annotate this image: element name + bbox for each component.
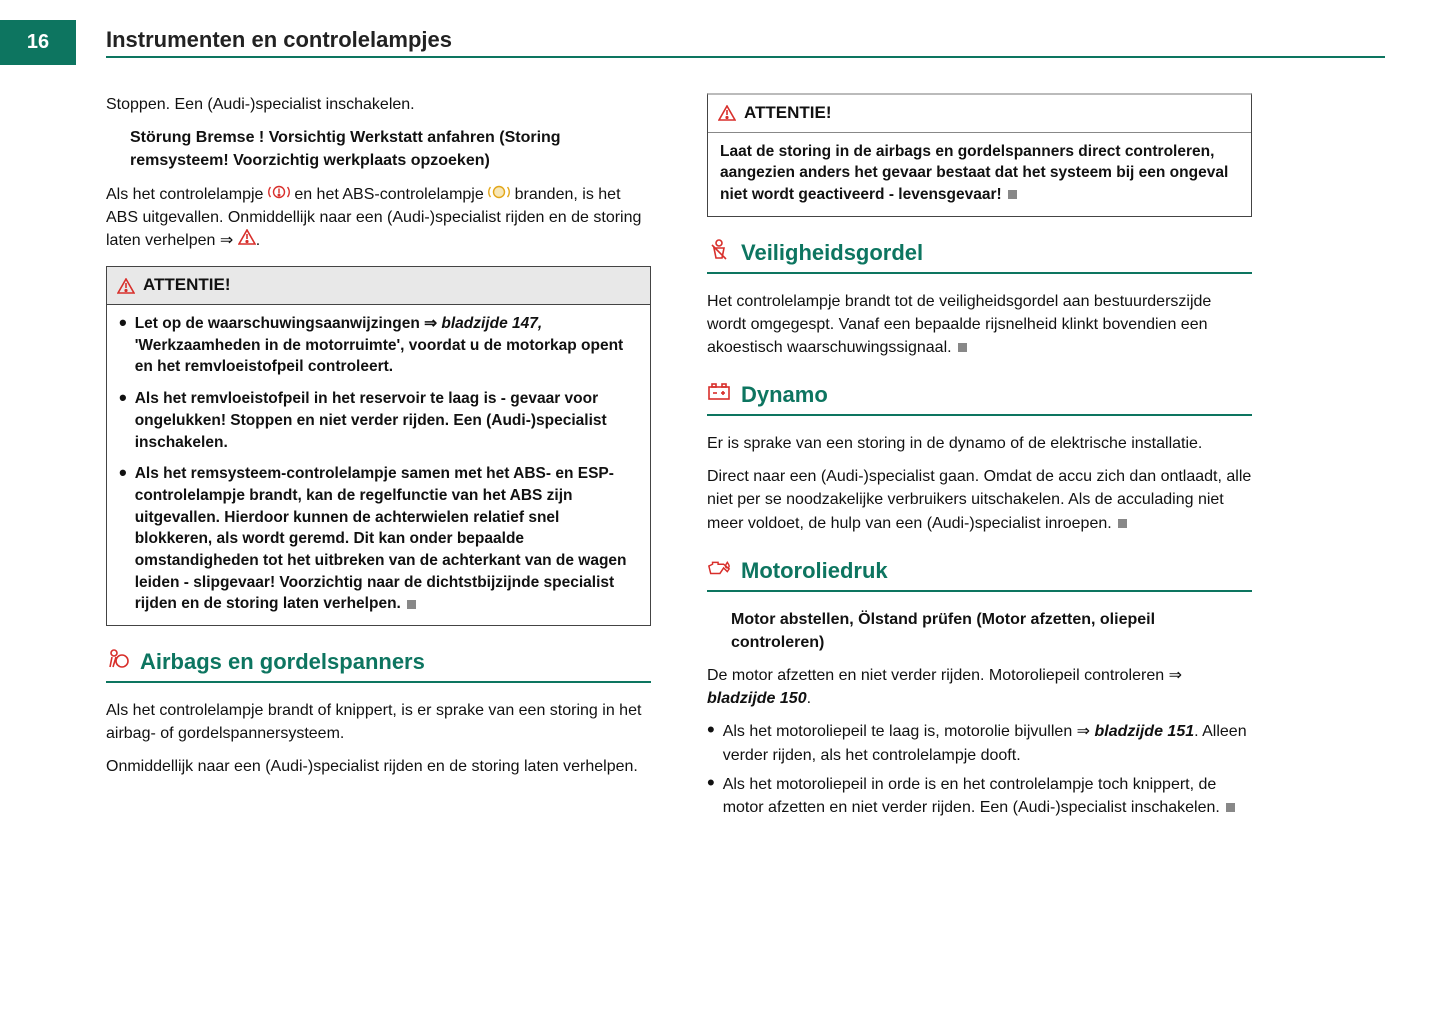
attention-box: ATTENTIE! Laat de storing in de airbags …: [707, 93, 1252, 217]
bullet-text: Als het remsysteem-controlelampje samen …: [135, 463, 638, 615]
bullet-text: Als het motoroliepeil te laag is, motoro…: [723, 720, 1252, 766]
bullet-item: • Let op de waarschuwingsaanwijzingen ⇒ …: [119, 313, 638, 378]
attention-label: ATTENTIE!: [744, 101, 832, 126]
paragraph: Als het controlelampje brandt of knipper…: [106, 699, 651, 745]
paragraph: Er is sprake van een storing in de dynam…: [707, 432, 1252, 455]
section-heading-dynamo: Dynamo: [707, 379, 1252, 416]
bullet-dot-icon: •: [119, 313, 127, 378]
text: 'Werkzaamheden in de motorruimte', voord…: [135, 337, 624, 376]
text: bladzijde 150: [707, 690, 807, 707]
airbag-icon: [106, 646, 130, 678]
bullet-dot-icon: •: [119, 463, 127, 615]
header-title: Instrumenten en controlelampjes: [106, 27, 1385, 58]
bullet-dot-icon: •: [119, 388, 127, 453]
paragraph: Stoppen. Een (Audi-)specialist inschakel…: [106, 93, 651, 116]
attention-body: • Let op de waarschuwingsaanwijzingen ⇒ …: [107, 305, 650, 625]
bullet-dot-icon: •: [707, 773, 715, 819]
end-square-icon: [1008, 190, 1017, 199]
oil-can-icon: [707, 555, 731, 587]
bullet-text: Als het motoroliepeil in orde is en het …: [723, 773, 1252, 819]
section-title: Dynamo: [741, 379, 828, 411]
bullet-item: • Als het motoroliepeil in orde is en he…: [707, 773, 1252, 819]
message-paragraph: Motor abstellen, Ölstand prüfen (Motor a…: [731, 608, 1252, 654]
paragraph: Het controlelampje brandt tot de veiligh…: [707, 290, 1252, 360]
brake-indicator-icon: [268, 183, 290, 206]
text: Als het motoroliepeil te laag is, motoro…: [723, 723, 1095, 740]
abs-indicator-icon: [488, 183, 510, 206]
bullet-text: Als het remvloeistofpeil in het reservoi…: [135, 388, 638, 453]
text: Als het remsysteem-controlelampje samen …: [135, 465, 627, 612]
paragraph: Direct naar een (Audi-)specialist gaan. …: [707, 465, 1252, 535]
paragraph: Onmiddellijk naar een (Audi-)specialist …: [106, 755, 651, 778]
battery-icon: [707, 379, 731, 411]
left-column: Stoppen. Een (Audi-)specialist inschakel…: [106, 93, 651, 825]
warning-triangle-icon: [117, 278, 135, 294]
section-title: Veiligheidsgordel: [741, 237, 923, 269]
end-square-icon: [1118, 519, 1127, 528]
text: bladzijde 151: [1095, 723, 1195, 740]
text: Als het motoroliepeil in orde is en het …: [723, 776, 1220, 816]
text: Let op de waarschuwingsaanwijzingen ⇒: [135, 315, 442, 332]
text: en het ABS-controlelampje: [294, 186, 488, 203]
content-columns: Stoppen. Een (Audi-)specialist inschakel…: [106, 93, 1385, 825]
text: Laat de storing in de airbags en gordels…: [720, 143, 1228, 203]
end-square-icon: [407, 600, 416, 609]
page-root: 16 Instrumenten en controlelampjes Stopp…: [0, 0, 1445, 845]
text: De motor afzetten en niet verder rijden.…: [707, 667, 1182, 684]
bullet-item: • Als het motoroliepeil te laag is, moto…: [707, 720, 1252, 766]
paragraph: Als het controlelampje en het ABS-contro…: [106, 183, 651, 253]
bullet-dot-icon: •: [707, 720, 715, 766]
text: Direct naar een (Audi-)specialist gaan. …: [707, 468, 1251, 531]
page-header: 16 Instrumenten en controlelampjes: [0, 20, 1385, 65]
section-title: Motoroliedruk: [741, 555, 888, 587]
end-square-icon: [958, 343, 967, 352]
page-reference: bladzijde 151: [1095, 723, 1195, 740]
page-reference: bladzijde 147,: [441, 315, 542, 332]
page-reference: bladzijde 150: [707, 690, 807, 707]
right-column: ATTENTIE! Laat de storing in de airbags …: [707, 93, 1252, 825]
paragraph: De motor afzetten en niet verder rijden.…: [707, 664, 1252, 710]
warning-triangle-icon: [238, 229, 256, 252]
section-heading-seatbelt: Veiligheidsgordel: [707, 237, 1252, 274]
attention-box: ATTENTIE! • Let op de waarschuwingsaanwi…: [106, 266, 651, 626]
page-number: 16: [0, 20, 76, 65]
warning-triangle-icon: [718, 105, 736, 121]
bullet-text: Let op de waarschuwingsaanwijzingen ⇒ bl…: [135, 313, 638, 378]
attention-header: ATTENTIE!: [708, 95, 1251, 133]
text: Als het controlelampje: [106, 186, 268, 203]
bullet-item: • Als het remvloeistofpeil in het reserv…: [119, 388, 638, 453]
text: .: [256, 232, 260, 249]
seatbelt-icon: [707, 237, 731, 269]
message-paragraph: Störung Bremse ! Vorsichtig Werkstatt an…: [130, 126, 651, 172]
attention-header: ATTENTIE!: [107, 267, 650, 305]
text: .: [807, 690, 811, 707]
bullet-item: • Als het remsysteem-controlelampje same…: [119, 463, 638, 615]
section-title: Airbags en gordelspanners: [140, 646, 425, 678]
section-heading-oilpressure: Motoroliedruk: [707, 555, 1252, 592]
end-square-icon: [1226, 803, 1235, 812]
attention-label: ATTENTIE!: [143, 273, 231, 298]
section-heading-airbags: Airbags en gordelspanners: [106, 646, 651, 683]
attention-body: Laat de storing in de airbags en gordels…: [708, 133, 1251, 216]
